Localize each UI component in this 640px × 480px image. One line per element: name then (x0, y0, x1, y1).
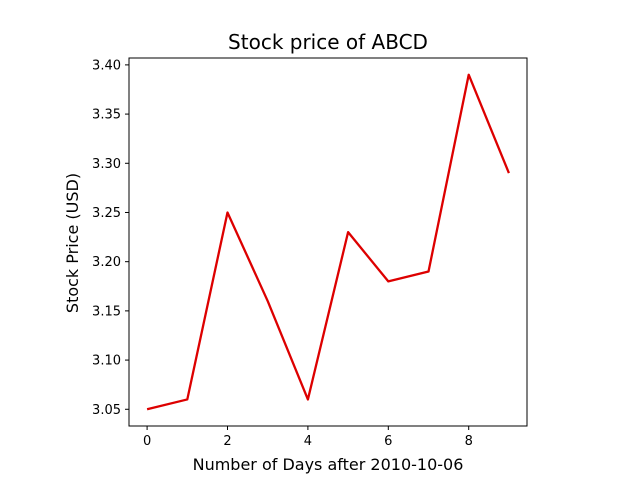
y-axis-label: Stock Price (USD) (63, 173, 82, 313)
plot-area (147, 75, 509, 410)
x-axis: 0 2 4 6 8 (143, 426, 473, 449)
y-tick-label: 3.10 (92, 354, 121, 369)
x-tick-label: 6 (384, 434, 392, 449)
y-tick-label: 3.05 (92, 403, 121, 418)
chart-title: Stock price of ABCD (228, 30, 428, 54)
y-tick-label: 3.35 (92, 108, 121, 123)
y-tick-label: 3.30 (92, 157, 121, 172)
x-tick-label: 8 (465, 434, 473, 449)
x-axis-label: Number of Days after 2010-10-06 (193, 455, 464, 474)
x-tick-label: 0 (143, 434, 151, 449)
y-axis: 3.05 3.10 3.15 3.20 3.25 3.30 3.35 3.40 (92, 58, 129, 417)
series-line-0 (147, 75, 509, 410)
x-tick-label: 4 (304, 434, 312, 449)
plot-frame (129, 58, 527, 426)
y-tick-label: 3.20 (92, 255, 121, 270)
x-tick-label: 2 (223, 434, 231, 449)
y-tick-label: 3.15 (92, 304, 121, 319)
y-tick-label: 3.25 (92, 206, 121, 221)
y-tick-label: 3.40 (92, 58, 121, 73)
